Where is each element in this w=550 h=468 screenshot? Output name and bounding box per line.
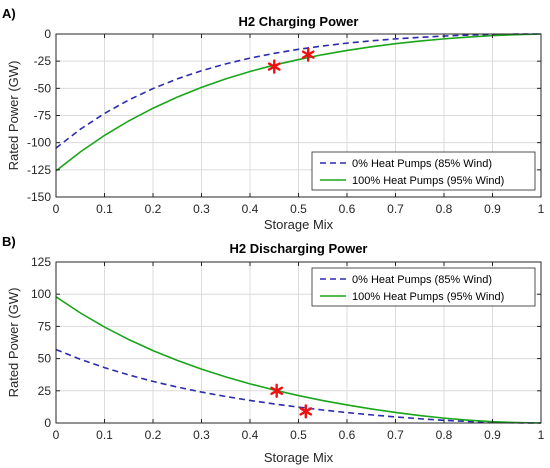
series-line-heat-pumps-0 xyxy=(55,348,542,424)
y-tick-label: 75 xyxy=(38,319,52,333)
y-axis-label: Rated Power (GW) xyxy=(6,288,21,398)
x-tick-label: 0.8 xyxy=(436,428,453,442)
panel-label: A) xyxy=(2,6,16,21)
x-tick-label: 0.8 xyxy=(436,202,453,216)
x-axis-label: Storage Mix xyxy=(264,217,334,232)
x-tick-label: 0.4 xyxy=(242,202,259,216)
y-tick-label: -75 xyxy=(34,109,52,123)
x-tick-label: 0 xyxy=(53,202,60,216)
y-tick-label: -50 xyxy=(34,81,52,95)
asterisk-marker xyxy=(301,47,315,62)
x-tick-label: 0.6 xyxy=(339,428,356,442)
y-tick-label: 0 xyxy=(44,416,51,430)
y-tick-label: -150 xyxy=(27,190,51,204)
asterisk-stroke xyxy=(299,407,313,416)
series-line-heat-pumps-100 xyxy=(55,33,542,172)
legend: 0% Heat Pumps (85% Wind) 100% Heat Pumps … xyxy=(311,151,536,191)
x-tick-label: 0.9 xyxy=(484,428,501,442)
y-tick-label: -125 xyxy=(27,163,51,177)
x-tick-label: 1 xyxy=(538,428,545,442)
y-tick-label: -25 xyxy=(34,54,52,68)
y-tick-label: -100 xyxy=(27,136,51,150)
y-axis-label: Rated Power (GW) xyxy=(6,61,21,171)
x-tick-label: 0.4 xyxy=(242,428,259,442)
legend-entry: 0% Heat Pumps (85% Wind) xyxy=(352,274,492,286)
y-tick-label: 125 xyxy=(31,255,51,269)
asterisk-stroke xyxy=(301,50,315,59)
x-tick-label: 0.2 xyxy=(145,202,162,216)
y-tick-label: 25 xyxy=(38,384,52,398)
x-tick-label: 0.7 xyxy=(387,428,404,442)
y-tick-label: 0 xyxy=(44,27,51,41)
y-tick-label: 50 xyxy=(38,352,52,366)
x-tick-label: 0.3 xyxy=(193,428,210,442)
asterisk-marker xyxy=(267,59,281,74)
asterisk-marker xyxy=(299,404,313,419)
chart-title: H2 Charging Power xyxy=(239,14,359,29)
panel-label: B) xyxy=(2,234,16,249)
x-tick-label: 0.7 xyxy=(387,202,404,216)
series-line-heat-pumps-100 xyxy=(55,296,542,424)
asterisk-marker xyxy=(270,383,284,398)
x-axis-label: Storage Mix xyxy=(264,450,334,465)
legend-entry: 100% Heat Pumps (95% Wind) xyxy=(352,291,504,303)
x-tick-label: 0.1 xyxy=(96,202,113,216)
legend-box xyxy=(311,151,536,191)
x-tick-label: 0.9 xyxy=(484,202,501,216)
asterisk-stroke xyxy=(270,386,284,395)
legend-entry: 100% Heat Pumps (95% Wind) xyxy=(352,175,504,187)
x-tick-label: 0.2 xyxy=(145,428,162,442)
chart-charging: 0 0.1 0.2 0.3 0.4 0.5 0.6 0.7 0.8 0.9 1 -150 -125 -10… xyxy=(2,6,545,232)
x-tick-label: 0.5 xyxy=(290,202,307,216)
series-line-heat-pumps-0 xyxy=(55,33,542,149)
x-tick-label: 0.6 xyxy=(339,202,356,216)
legend-box xyxy=(311,267,536,307)
y-tick-label: 100 xyxy=(31,287,51,301)
x-tick-label: 0 xyxy=(53,428,60,442)
chart-discharging: 0 0.1 0.2 0.3 0.4 0.5 0.6 0.7 0.8 0.9 1 0 25 50 75 100 1… xyxy=(2,234,545,465)
legend-entry: 0% Heat Pumps (85% Wind) xyxy=(352,158,492,170)
asterisk-stroke xyxy=(267,62,281,71)
x-tick-label: 0.3 xyxy=(193,202,210,216)
x-tick-label: 1 xyxy=(538,202,545,216)
chart-title: H2 Discharging Power xyxy=(230,241,368,256)
x-tick-label: 0.5 xyxy=(290,428,307,442)
x-tick-label: 0.1 xyxy=(96,428,113,442)
legend: 0% Heat Pumps (85% Wind) 100% Heat Pumps … xyxy=(311,267,536,307)
